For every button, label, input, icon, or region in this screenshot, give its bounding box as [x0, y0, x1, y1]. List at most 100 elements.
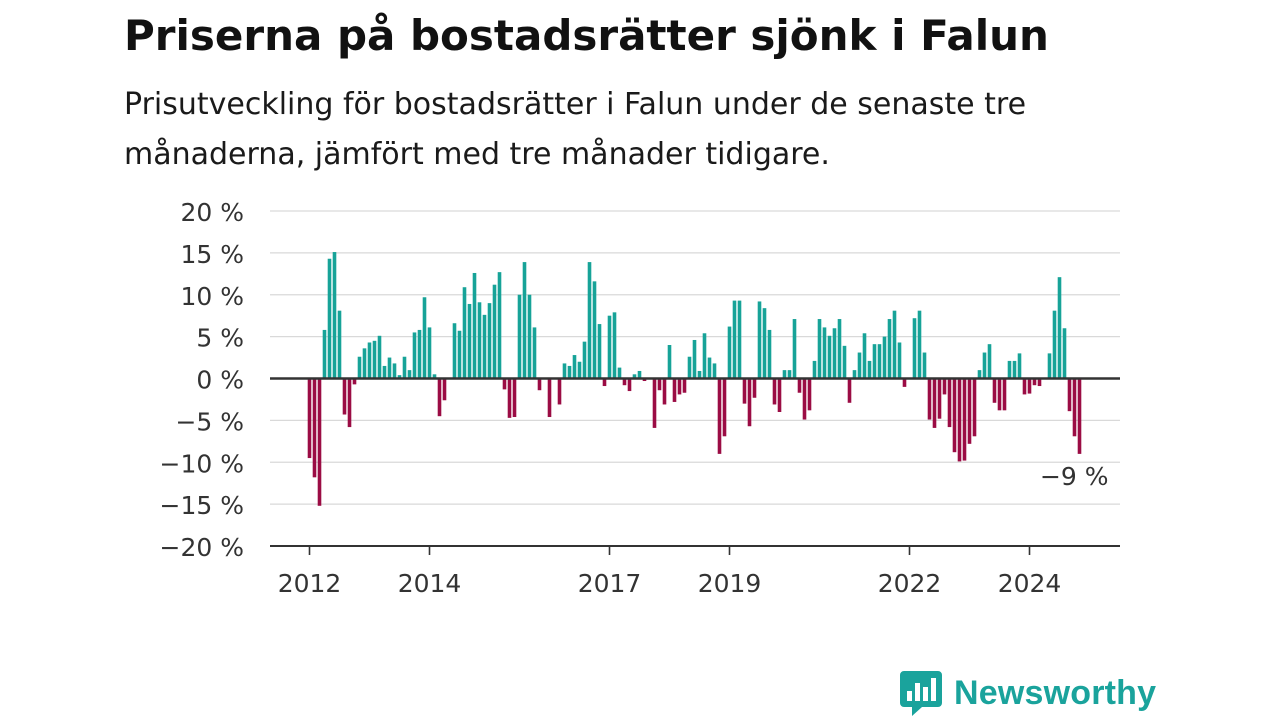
bar: [662, 378, 667, 405]
bar: [897, 342, 902, 379]
bar: [997, 378, 1002, 411]
bar: [932, 378, 937, 428]
bar: [357, 356, 362, 379]
bar: [307, 378, 312, 459]
bar: [857, 352, 862, 379]
x-tick-label: 2014: [398, 569, 462, 598]
bar: [852, 370, 857, 379]
bar: [697, 370, 702, 379]
bar: [327, 258, 332, 379]
y-tick-label: 10 %: [180, 282, 244, 311]
bar: [917, 310, 922, 379]
bar: [667, 345, 672, 379]
x-tick-label: 2017: [578, 569, 642, 598]
bar: [737, 300, 742, 379]
bar: [912, 318, 917, 379]
bar: [612, 312, 617, 379]
bar: [677, 378, 682, 395]
y-tick-label: 0 %: [196, 366, 244, 395]
bar: [742, 378, 747, 404]
last-value-annotation: −9 %: [1040, 462, 1109, 491]
bar: [1077, 378, 1082, 454]
bar: [837, 319, 842, 379]
bar: [882, 336, 887, 379]
chart-subtitle: Prisutveckling för bostadsrätter i Falun…: [124, 87, 1027, 172]
bar: [592, 281, 597, 379]
bar: [877, 344, 882, 379]
bar: [462, 287, 467, 379]
bars: [307, 252, 1082, 506]
bar: [472, 272, 477, 379]
bar: [632, 374, 637, 379]
bar: [822, 327, 827, 379]
bar: [712, 363, 717, 379]
bar: [537, 378, 542, 391]
bar: [937, 378, 942, 419]
bar: [1072, 378, 1077, 437]
bar: [687, 356, 692, 379]
bar: [757, 301, 762, 379]
bar: [497, 272, 502, 379]
y-tick-label: 15 %: [180, 240, 244, 269]
bar: [322, 329, 327, 379]
bar: [617, 367, 622, 379]
bar: [1007, 360, 1012, 379]
bar: [342, 378, 347, 415]
bar: [967, 378, 972, 444]
bar: [482, 314, 487, 379]
bar: [582, 341, 587, 379]
bar: [317, 378, 322, 506]
bar: [1002, 378, 1007, 411]
bar: [862, 333, 867, 379]
bar: [627, 378, 632, 392]
y-tick-label: −15 %: [160, 491, 244, 520]
tick-labels: 20 % 15 % 10 % 5 % 0 % −5 % −10 % −15 % −20 % 201…: [160, 198, 1109, 598]
bar: [1027, 378, 1032, 394]
bar: [772, 378, 777, 405]
bar: [1017, 353, 1022, 379]
bar: [807, 378, 812, 411]
bar: [492, 284, 497, 379]
bar: [572, 355, 577, 379]
bar: [817, 319, 822, 379]
bar: [847, 378, 852, 403]
y-tick-label: −10 %: [160, 449, 244, 478]
bar: [782, 370, 787, 379]
y-tick-label: −5 %: [175, 407, 244, 436]
bar: [752, 378, 757, 398]
bar: [602, 378, 607, 387]
bar: [942, 378, 947, 395]
bar: [707, 357, 712, 379]
bar: [467, 303, 472, 379]
bar: [1062, 328, 1067, 379]
bar: [642, 378, 647, 382]
bar: [367, 342, 372, 379]
bar: [867, 360, 872, 379]
bar: [312, 378, 317, 478]
bar: [527, 294, 532, 379]
bar: [597, 324, 602, 379]
bar: [517, 294, 522, 379]
brand-logo: Newsworthy: [900, 668, 1156, 718]
bar: [1057, 277, 1062, 379]
bar: [1037, 378, 1042, 387]
bar: [372, 340, 377, 379]
bar: [562, 363, 567, 379]
bar: [392, 363, 397, 379]
y-tick-label: 20 %: [180, 198, 244, 227]
bar: [567, 365, 572, 379]
bar: [672, 378, 677, 402]
bar: [1067, 378, 1072, 412]
bar: [842, 345, 847, 379]
bar: [412, 332, 417, 379]
bar: [957, 378, 962, 462]
bar: [577, 361, 582, 379]
bar: [477, 302, 482, 379]
bar: [1032, 378, 1037, 386]
bar: [692, 339, 697, 379]
x-tick-label: 2019: [698, 569, 762, 598]
axes: [270, 377, 1120, 555]
bar: [787, 370, 792, 379]
bar: [407, 370, 412, 379]
